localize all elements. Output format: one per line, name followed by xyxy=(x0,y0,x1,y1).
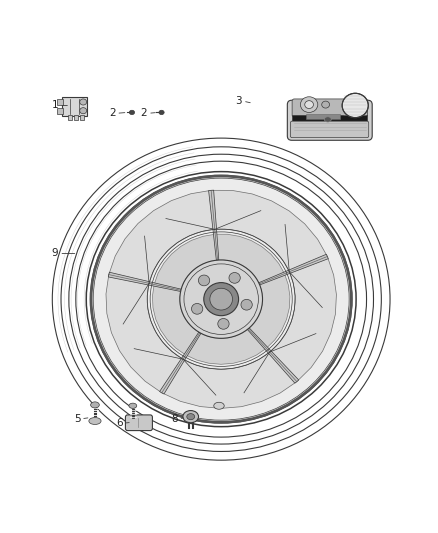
Ellipse shape xyxy=(129,403,137,408)
Ellipse shape xyxy=(80,108,87,114)
Ellipse shape xyxy=(305,101,314,109)
Ellipse shape xyxy=(300,97,318,112)
Polygon shape xyxy=(108,272,181,292)
Bar xyxy=(67,115,72,120)
Polygon shape xyxy=(248,273,290,349)
Ellipse shape xyxy=(91,402,99,408)
Ellipse shape xyxy=(229,272,240,283)
Text: 2: 2 xyxy=(141,108,147,118)
Polygon shape xyxy=(154,234,218,290)
Text: 3: 3 xyxy=(236,96,242,106)
FancyBboxPatch shape xyxy=(290,121,369,138)
Ellipse shape xyxy=(324,117,331,122)
FancyBboxPatch shape xyxy=(287,100,372,140)
Polygon shape xyxy=(152,285,200,355)
Ellipse shape xyxy=(91,175,352,423)
Polygon shape xyxy=(106,274,183,393)
FancyBboxPatch shape xyxy=(62,97,87,116)
Polygon shape xyxy=(159,332,201,394)
Ellipse shape xyxy=(210,288,233,310)
FancyBboxPatch shape xyxy=(125,415,152,431)
Bar xyxy=(80,115,84,120)
Ellipse shape xyxy=(322,101,329,108)
Ellipse shape xyxy=(214,402,224,409)
Polygon shape xyxy=(215,234,285,284)
Text: 9: 9 xyxy=(51,248,58,259)
Ellipse shape xyxy=(129,110,134,115)
Text: 8: 8 xyxy=(171,414,178,424)
Text: 1: 1 xyxy=(51,100,58,110)
Polygon shape xyxy=(259,254,328,285)
Ellipse shape xyxy=(80,99,87,105)
Polygon shape xyxy=(270,256,336,382)
FancyBboxPatch shape xyxy=(292,99,367,117)
Ellipse shape xyxy=(187,414,194,419)
Bar xyxy=(74,115,78,120)
Polygon shape xyxy=(186,329,266,365)
Polygon shape xyxy=(208,190,219,260)
Text: 2: 2 xyxy=(109,108,116,118)
Text: 5: 5 xyxy=(74,414,81,424)
Polygon shape xyxy=(211,190,327,272)
Ellipse shape xyxy=(204,282,239,316)
Ellipse shape xyxy=(198,275,210,286)
Ellipse shape xyxy=(191,303,203,314)
Bar xyxy=(57,108,63,114)
Ellipse shape xyxy=(159,110,164,115)
Ellipse shape xyxy=(342,93,368,118)
Bar xyxy=(57,99,63,106)
Ellipse shape xyxy=(183,410,198,423)
Ellipse shape xyxy=(241,300,252,310)
Bar xyxy=(292,115,367,124)
Text: 6: 6 xyxy=(116,418,122,428)
Polygon shape xyxy=(109,190,215,284)
Ellipse shape xyxy=(180,260,262,338)
Ellipse shape xyxy=(218,319,229,329)
Polygon shape xyxy=(247,328,299,383)
Polygon shape xyxy=(162,352,297,408)
Bar xyxy=(306,114,340,118)
Ellipse shape xyxy=(89,417,101,424)
